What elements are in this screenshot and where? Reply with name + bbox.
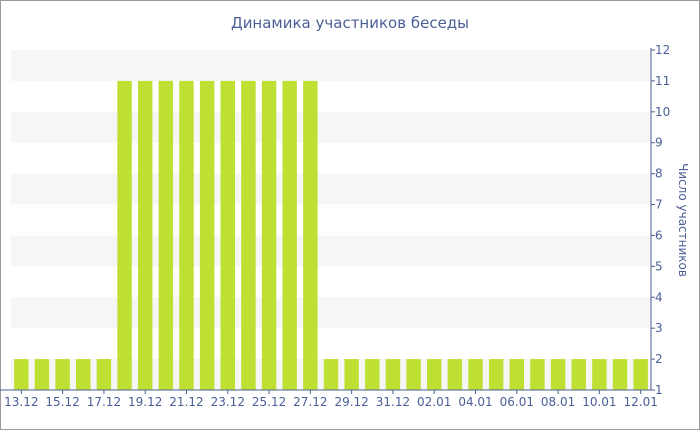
x-tick-label: 06.01 [500,395,534,409]
bars-layer [14,80,648,390]
x-tick-label: 13.12 [4,395,38,409]
x-tick-label: 23.12 [211,395,245,409]
bar-16.12 [76,359,91,390]
x-tick-label: 04.01 [458,395,492,409]
y-tick-label: 5 [655,259,663,273]
bar-28.12 [323,359,339,390]
grid-band [11,173,651,205]
x-tick-label: 29.12 [334,395,368,409]
bar-03.01 [447,359,463,390]
x-tick-label: 31.12 [376,395,410,409]
bar-06.01 [509,359,525,390]
y-tick-label: 10 [655,105,670,119]
x-tick-label: 17.12 [87,395,121,409]
x-tick-label: 25.12 [252,395,286,409]
bar-13.12 [14,359,29,390]
bar-26.12 [282,80,297,390]
bar-08.01 [550,359,566,390]
bar-05.01 [488,359,504,390]
x-tick-label: 19.12 [128,395,162,409]
x-tick-label: 12.01 [623,395,657,409]
bar-22.12 [199,80,215,390]
bar-24.12 [241,80,256,390]
bar-29.12 [344,359,359,390]
bar-09.01 [571,359,586,390]
bar-11.01 [612,359,628,390]
y-tick-label: 12 [655,43,670,57]
y-axis-label: Число участников [676,163,690,277]
bar-20.12 [158,80,174,390]
grid-bands [11,50,651,390]
x-tick-label: 02.01 [417,395,451,409]
x-tick-label: 10.01 [582,395,616,409]
bar-02.01 [427,359,442,390]
y-tick-label: 1 [655,383,663,397]
x-tick-label: 15.12 [45,395,79,409]
y-tick-label: 7 [655,198,663,212]
bar-17.12 [96,359,112,390]
x-tick-label: 21.12 [169,395,203,409]
grid-band [11,297,651,329]
grid-band [11,50,651,81]
bar-21.12 [179,80,194,390]
y-tick-label: 9 [655,136,663,150]
y-tick-label: 8 [655,167,663,181]
chart-title: Динамика участников беседы [231,14,469,32]
y-tick-label: 2 [655,352,663,366]
x-tick-label: 27.12 [293,395,327,409]
bar-15.12 [55,359,70,390]
grid-band [11,111,651,143]
bar-31.12 [385,359,401,390]
bar-23.12 [220,80,235,390]
y-tick-label: 4 [655,290,663,304]
bar-04.01 [468,359,483,390]
x-tick-label: 08.01 [541,395,575,409]
bar-18.12 [117,80,132,390]
bar-30.12 [365,359,380,390]
y-tick-label: 11 [655,74,670,88]
bar-19.12 [137,80,153,390]
bar-27.12 [303,80,318,390]
grid-band [11,235,651,267]
y-tick-label: 6 [655,228,663,242]
bar-12.01 [633,359,648,390]
bar-14.12 [34,359,50,390]
bar-10.01 [592,359,607,390]
bar-25.12 [261,80,277,390]
bar-07.01 [530,359,545,390]
x-ticks: 13.12 15.12 17.12 19.12 21.12 23.12 25.12 27.12… [4,390,658,409]
y-tick-label: 3 [655,321,663,335]
bar-01.01 [406,359,421,390]
